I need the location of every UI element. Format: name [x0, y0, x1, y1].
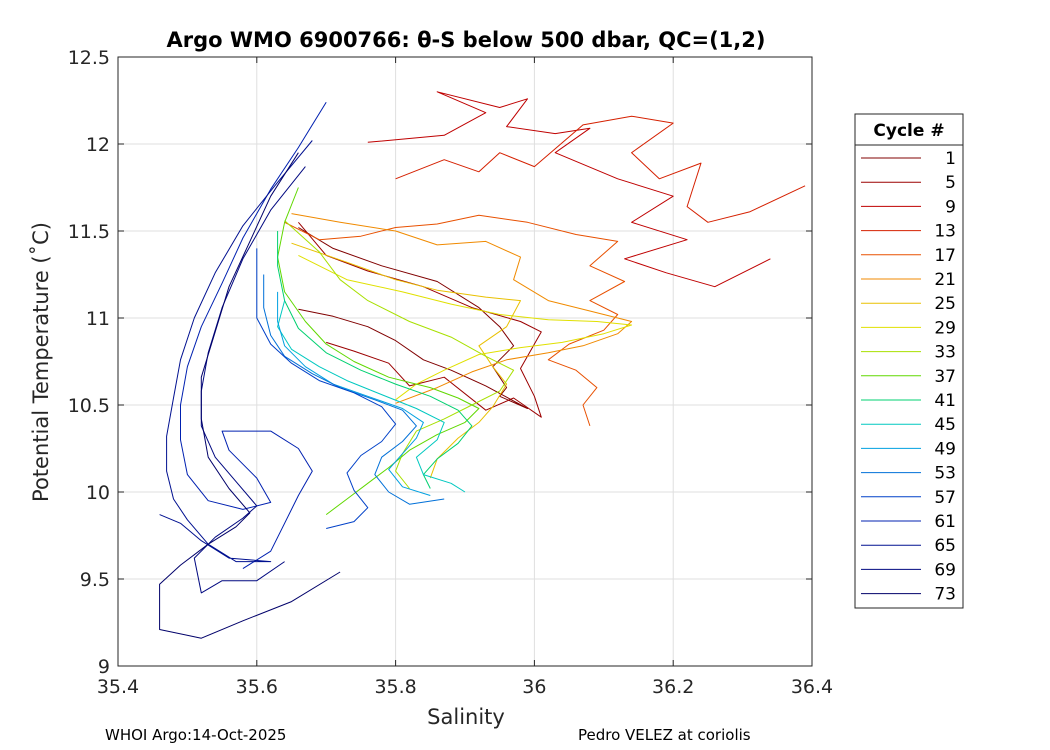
series-line-cycle-73 [159, 152, 341, 639]
x-tick-label: 36 [522, 676, 546, 698]
x-tick-label: 36.2 [652, 676, 694, 698]
y-tick-label: 11 [86, 308, 110, 330]
series-line-cycle-53 [263, 274, 445, 505]
x-axis-label: Salinity [427, 705, 505, 729]
y-tick-label: 10.5 [68, 395, 110, 417]
legend-label-cycle-41: 41 [934, 391, 956, 411]
legend-box [854, 113, 964, 609]
series-line-cycle-25 [291, 242, 521, 479]
footer-left: WHOI Argo:14-Oct-2025 [105, 726, 287, 744]
series-line-cycle-45 [277, 300, 466, 493]
legend-label-cycle-13: 13 [934, 222, 956, 242]
series-line-cycle-69 [193, 166, 306, 594]
x-tick-label: 35.8 [374, 676, 416, 698]
series-line-cycle-61 [180, 101, 327, 570]
plot-frame [117, 56, 813, 667]
series-group [159, 91, 806, 639]
series-line-cycle-17 [284, 214, 626, 427]
legend-label-cycle-45: 45 [934, 415, 956, 435]
footer-right: Pedro VELEZ at coriolis [578, 726, 751, 744]
legend-label-cycle-49: 49 [934, 439, 956, 459]
series-line-cycle-65 [159, 140, 313, 563]
legend-label-cycle-9: 9 [945, 197, 956, 217]
legend-label-cycle-73: 73 [934, 585, 956, 605]
legend-label-cycle-17: 17 [934, 246, 956, 266]
legend-label-cycle-69: 69 [934, 560, 956, 580]
series-line-cycle-9 [367, 91, 771, 288]
series-line-cycle-5 [298, 221, 542, 418]
legend: Cycle # 1 5 9 13 17 21 25 29 33 37 41 45 49 53 57 61 65 6… [854, 113, 964, 609]
y-axis-ticks: 9 9.5 10 10.5 11 11.5 12 12.5 [68, 47, 812, 678]
plot-area [118, 57, 812, 666]
x-tick-label: 36.4 [791, 676, 833, 698]
series-line-cycle-21 [291, 213, 633, 404]
x-tick-label: 35.6 [236, 676, 278, 698]
chart-title: Argo WMO 6900766: θ-S below 500 dbar, QC… [167, 28, 766, 52]
legend-label-cycle-21: 21 [934, 270, 956, 290]
y-tick-label: 9.5 [80, 569, 110, 591]
y-tick-label: 12.5 [68, 47, 110, 69]
legend-label-cycle-25: 25 [934, 294, 956, 314]
series-line-cycle-37 [277, 187, 480, 515]
x-axis-ticks: 35.4 35.6 35.8 36 36.2 36.4 [97, 57, 833, 698]
series-line-cycle-49 [277, 291, 431, 496]
y-tick-label: 10 [86, 482, 110, 504]
legend-label-cycle-29: 29 [934, 318, 956, 338]
legend-label-cycle-65: 65 [934, 536, 956, 556]
x-tick-label: 35.4 [97, 676, 139, 698]
y-tick-label: 9 [98, 656, 110, 678]
series-line-cycle-13 [395, 115, 806, 223]
series-line-cycle-33 [284, 220, 515, 489]
y-tick-label: 11.5 [68, 221, 110, 243]
legend-label-cycle-37: 37 [934, 367, 956, 387]
legend-label-cycle-33: 33 [934, 343, 956, 363]
series-line-cycle-57 [256, 248, 397, 529]
series-line-cycle-41 [277, 231, 473, 489]
legend-title: Cycle # [873, 121, 944, 141]
series-line-cycle-1 [298, 227, 528, 409]
y-tick-label: 12 [86, 134, 110, 156]
legend-label-cycle-5: 5 [945, 173, 956, 193]
y-axis-label: Potential Temperature (˚C) [29, 222, 53, 502]
legend-label-cycle-61: 61 [934, 512, 956, 532]
series-line-cycle-29 [298, 254, 633, 401]
legend-label-cycle-53: 53 [934, 464, 956, 484]
legend-label-cycle-1: 1 [945, 149, 956, 169]
legend-label-cycle-57: 57 [934, 488, 956, 508]
